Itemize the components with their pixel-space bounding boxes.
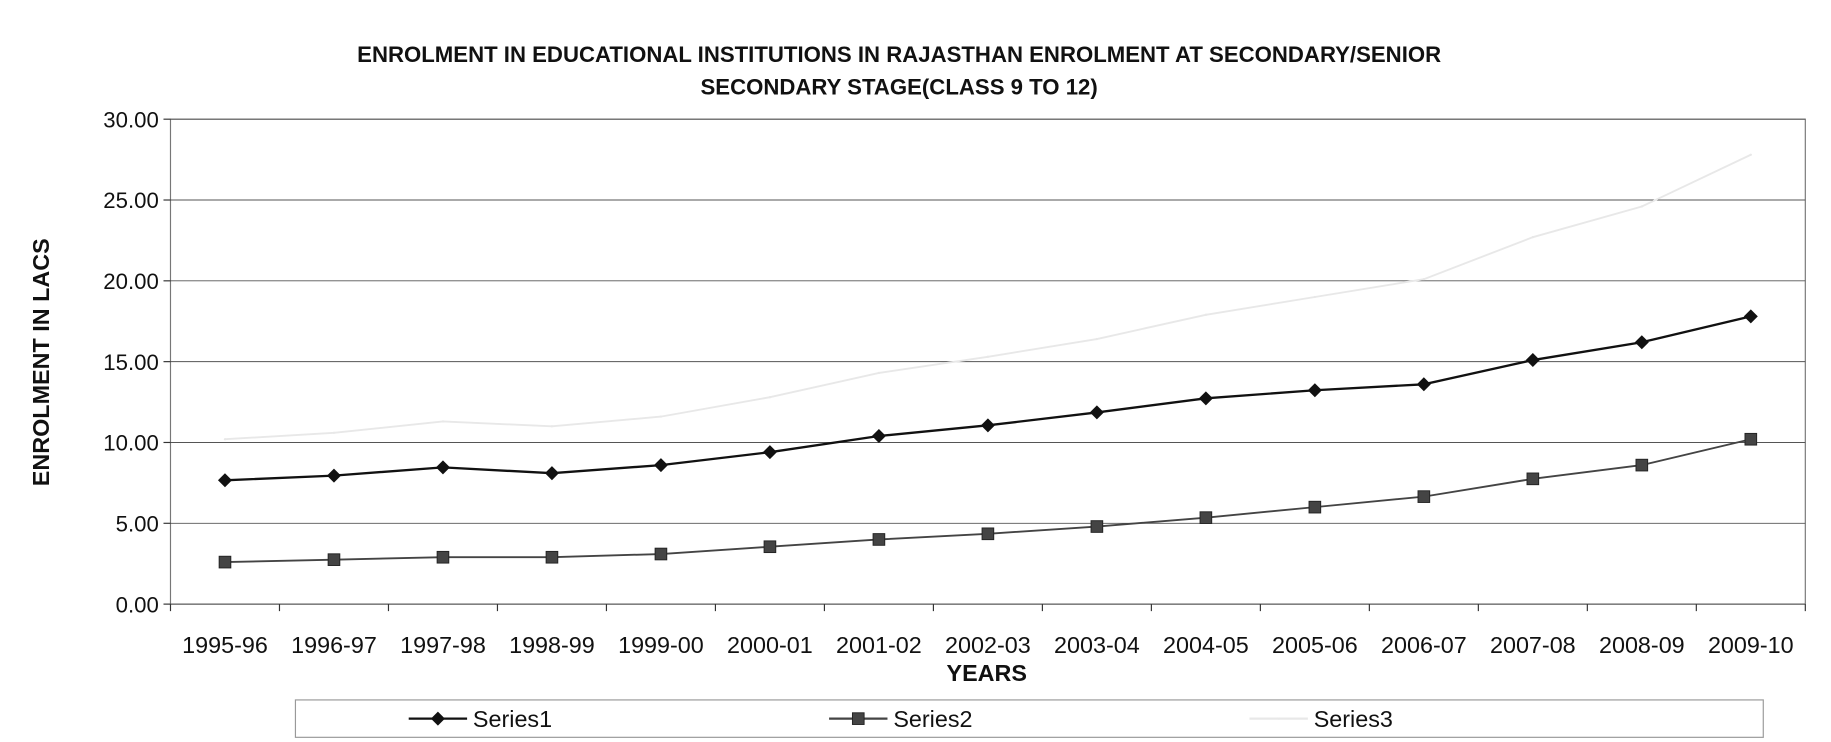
data-point: [544, 466, 559, 481]
data-point: [877, 371, 881, 375]
x-tick-label: 2002-03: [945, 632, 1031, 658]
data-point: [659, 415, 663, 418]
data-point: [441, 420, 445, 423]
chart-title: SECONDARY STAGE(CLASS 9 TO 12): [701, 75, 1098, 100]
data-point: [986, 355, 990, 358]
data-point: [1089, 405, 1104, 420]
data-point: [768, 396, 772, 399]
y-axis-label: ENROLMENT IN LACS: [28, 238, 54, 486]
y-tick-label: 0.00: [116, 592, 159, 617]
data-point: [327, 553, 341, 566]
x-tick-label: 1996-97: [291, 632, 377, 658]
x-tick-label: 2006-07: [1381, 632, 1467, 658]
data-point: [218, 555, 232, 569]
y-tick-label: 30.00: [103, 107, 159, 132]
x-tick-label: 2007-08: [1490, 632, 1576, 658]
x-tick-label: 2008-09: [1599, 632, 1685, 658]
data-point: [1090, 520, 1104, 533]
x-tick-label: 2004-05: [1163, 632, 1249, 658]
legend-label: Series3: [1314, 706, 1393, 732]
data-point: [1416, 377, 1431, 392]
data-point: [1526, 472, 1540, 486]
legend-label: Series1: [473, 706, 552, 732]
y-tick-label: 5.00: [116, 511, 159, 536]
x-tick-label: 2003-04: [1054, 632, 1140, 658]
legend-marker: [851, 712, 865, 725]
data-point: [1640, 205, 1643, 208]
data-point: [871, 428, 886, 444]
legend-label: Series2: [893, 706, 972, 732]
data-point: [435, 460, 450, 475]
data-point: [1422, 278, 1426, 281]
x-tick-label: 1999-00: [618, 632, 704, 658]
chart-title: ENROLMENT IN EDUCATIONAL INSTITUTIONS IN…: [357, 42, 1441, 67]
x-tick-label: 2005-06: [1272, 632, 1358, 658]
data-point: [545, 550, 559, 564]
data-point: [872, 533, 886, 546]
legend-box: [294, 699, 1764, 738]
data-point: [1635, 458, 1649, 472]
x-tick-label: 1997-98: [400, 632, 486, 658]
legend-marker: [1277, 717, 1280, 720]
data-point: [763, 540, 777, 554]
data-point: [1525, 353, 1540, 368]
data-point: [1744, 432, 1758, 446]
data-point: [1204, 313, 1208, 316]
data-point: [1313, 295, 1317, 299]
data-point: [654, 547, 668, 561]
data-point: [550, 425, 554, 428]
data-point: [1308, 500, 1322, 514]
data-point: [1634, 335, 1649, 350]
data-point: [1531, 236, 1535, 239]
data-point: [1095, 337, 1099, 341]
y-tick-label: 15.00: [103, 350, 159, 375]
data-point: [1743, 309, 1758, 324]
x-axis-label: YEARS: [947, 660, 1027, 686]
x-tick-label: 2000-01: [727, 632, 813, 658]
y-tick-label: 20.00: [103, 269, 159, 294]
x-tick-label: 2001-02: [836, 632, 922, 658]
data-point: [436, 550, 450, 564]
data-point: [223, 438, 227, 441]
x-tick-label: 1998-99: [509, 632, 595, 658]
data-point: [1417, 490, 1431, 503]
data-point: [332, 431, 336, 434]
data-point: [217, 473, 232, 488]
data-point: [1199, 511, 1213, 524]
data-point: [653, 458, 668, 473]
data-point: [1307, 383, 1322, 398]
y-tick-label: 10.00: [103, 431, 159, 456]
data-point: [762, 445, 777, 460]
data-point: [981, 527, 995, 541]
data-point: [1749, 153, 1752, 156]
y-tick-label: 25.00: [103, 188, 159, 213]
x-tick-label: 1995-96: [182, 632, 268, 658]
x-tick-label: 2009-10: [1708, 632, 1794, 658]
